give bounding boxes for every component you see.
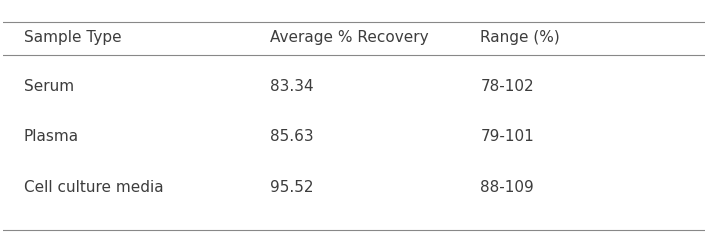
Text: 79-101: 79-101 xyxy=(481,129,535,144)
Text: 85.63: 85.63 xyxy=(270,129,314,144)
Text: 95.52: 95.52 xyxy=(270,180,313,195)
Text: 83.34: 83.34 xyxy=(270,79,314,94)
Text: Average % Recovery: Average % Recovery xyxy=(270,30,428,45)
Text: 88-109: 88-109 xyxy=(481,180,535,195)
Text: Cell culture media: Cell culture media xyxy=(24,180,164,195)
Text: Plasma: Plasma xyxy=(24,129,79,144)
Text: Range (%): Range (%) xyxy=(481,30,560,45)
Text: Serum: Serum xyxy=(24,79,74,94)
Text: 78-102: 78-102 xyxy=(481,79,534,94)
Text: Sample Type: Sample Type xyxy=(24,30,122,45)
